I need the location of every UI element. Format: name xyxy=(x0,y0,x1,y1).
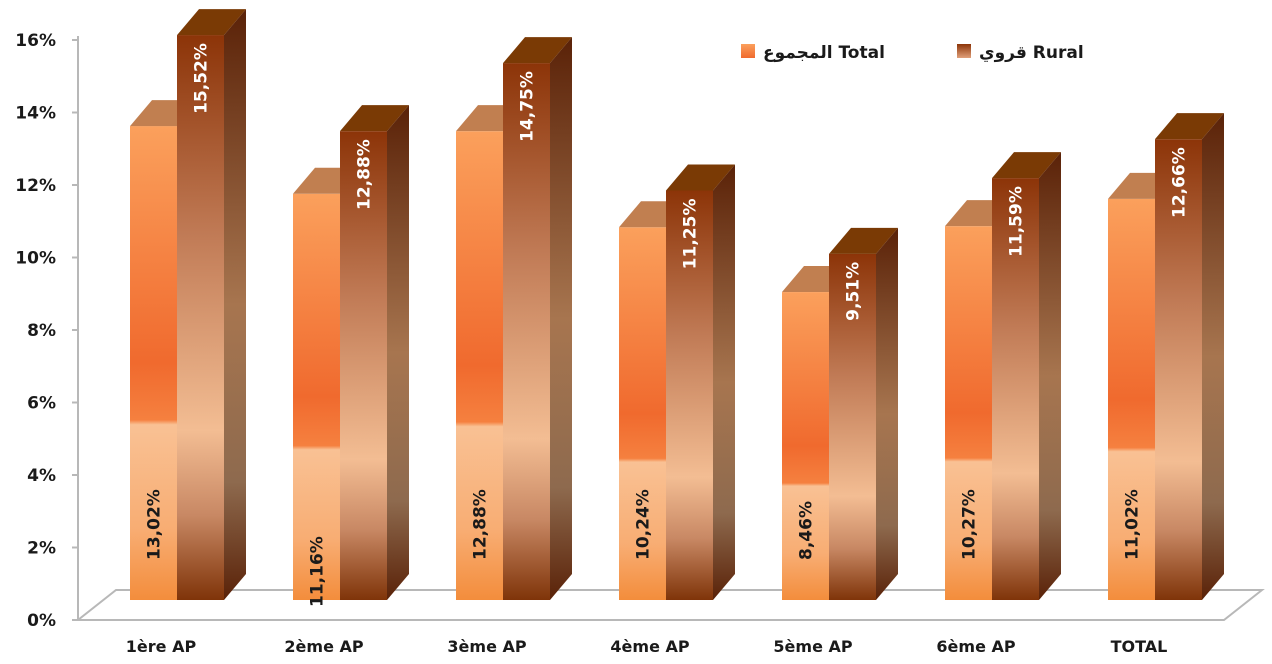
bar-side-rural xyxy=(1202,113,1224,601)
x-category-label: 6ème AP xyxy=(936,637,1015,656)
data-label-total: 11,02% xyxy=(1123,489,1143,560)
bar-side-rural xyxy=(1039,152,1061,600)
bar-group: 12,88% 14,75% xyxy=(456,37,572,601)
bar-top-rural xyxy=(829,227,898,254)
y-tick-label: 6% xyxy=(27,394,56,414)
bar-top-rural xyxy=(340,105,409,132)
bar-side-rural xyxy=(876,227,898,600)
bar-top-rural xyxy=(177,9,246,36)
bar-top-rural xyxy=(1155,113,1224,140)
bar-total xyxy=(130,126,177,601)
bar-side-rural xyxy=(550,37,572,601)
bar-total xyxy=(293,193,340,600)
x-category-label: 5ème AP xyxy=(773,637,852,656)
data-label-total: 8,46% xyxy=(797,501,817,560)
y-tick-label: 8% xyxy=(27,321,56,341)
data-label-total: 10,24% xyxy=(634,489,654,560)
legend: المجموع Total قروي Rural xyxy=(741,43,1084,63)
data-label-total: 12,88% xyxy=(471,489,491,560)
data-label-total: 10,27% xyxy=(960,489,980,560)
data-label-total: 11,16% xyxy=(308,536,328,607)
data-label-rural: 12,66% xyxy=(1170,147,1190,218)
data-label-rural: 9,51% xyxy=(844,262,864,321)
bar-group: 11,16% 12,88% xyxy=(293,105,409,607)
bar-rural xyxy=(666,190,713,600)
bar-total xyxy=(456,131,503,600)
bar-rural xyxy=(992,178,1039,600)
x-category-label: 2ème AP xyxy=(284,637,363,656)
bar-top-rural xyxy=(666,164,735,191)
bar-group: 8,46% 9,51% xyxy=(782,227,898,600)
bar-total xyxy=(782,292,829,600)
bar-group: 11,02% 12,66% xyxy=(1108,113,1224,601)
x-category-label: 1ère AP xyxy=(126,637,197,656)
bar-total xyxy=(619,227,666,600)
y-tick-label: 0% xyxy=(27,611,56,631)
data-label-rural: 11,25% xyxy=(681,199,701,270)
data-label-rural: 12,88% xyxy=(355,139,375,210)
bar-side-rural xyxy=(224,9,246,600)
y-tick-label: 16% xyxy=(15,31,56,51)
y-tick-label: 4% xyxy=(27,466,56,486)
data-label-total: 13,02% xyxy=(145,489,165,560)
bar-total xyxy=(1108,198,1155,600)
y-tick-label: 10% xyxy=(15,249,56,269)
bar-group: 10,27% 11,59% xyxy=(945,152,1061,600)
bar-rural xyxy=(340,131,387,600)
bar-top-rural xyxy=(992,152,1061,179)
bar-rural xyxy=(829,253,876,600)
bar-rural xyxy=(1155,139,1202,600)
bar-group: 10,24% 11,25% xyxy=(619,164,735,600)
data-label-rural: 11,59% xyxy=(1007,186,1027,257)
x-category-label: 3ème AP xyxy=(447,637,526,656)
bar-rural xyxy=(503,63,550,601)
y-tick-label: 2% xyxy=(27,539,56,559)
legend-label-rural: قروي Rural xyxy=(979,43,1084,63)
bar-total xyxy=(945,226,992,600)
bar-rural xyxy=(177,35,224,600)
y-tick-label: 14% xyxy=(15,104,56,124)
x-category-label: 4ème AP xyxy=(610,637,689,656)
bar-side-rural xyxy=(713,164,735,600)
data-label-rural: 15,52% xyxy=(192,43,212,114)
legend-label-total: المجموع Total xyxy=(763,43,885,63)
x-category-label: TOTAL xyxy=(1111,637,1168,656)
bar-top-rural xyxy=(503,37,572,64)
y-tick-label: 12% xyxy=(15,176,56,196)
bar-group: 13,02% 15,52% xyxy=(130,9,246,601)
legend-swatch-rural xyxy=(957,44,971,58)
bar-side-rural xyxy=(387,105,409,600)
data-label-rural: 14,75% xyxy=(518,71,538,142)
legend-swatch-total xyxy=(741,44,755,58)
